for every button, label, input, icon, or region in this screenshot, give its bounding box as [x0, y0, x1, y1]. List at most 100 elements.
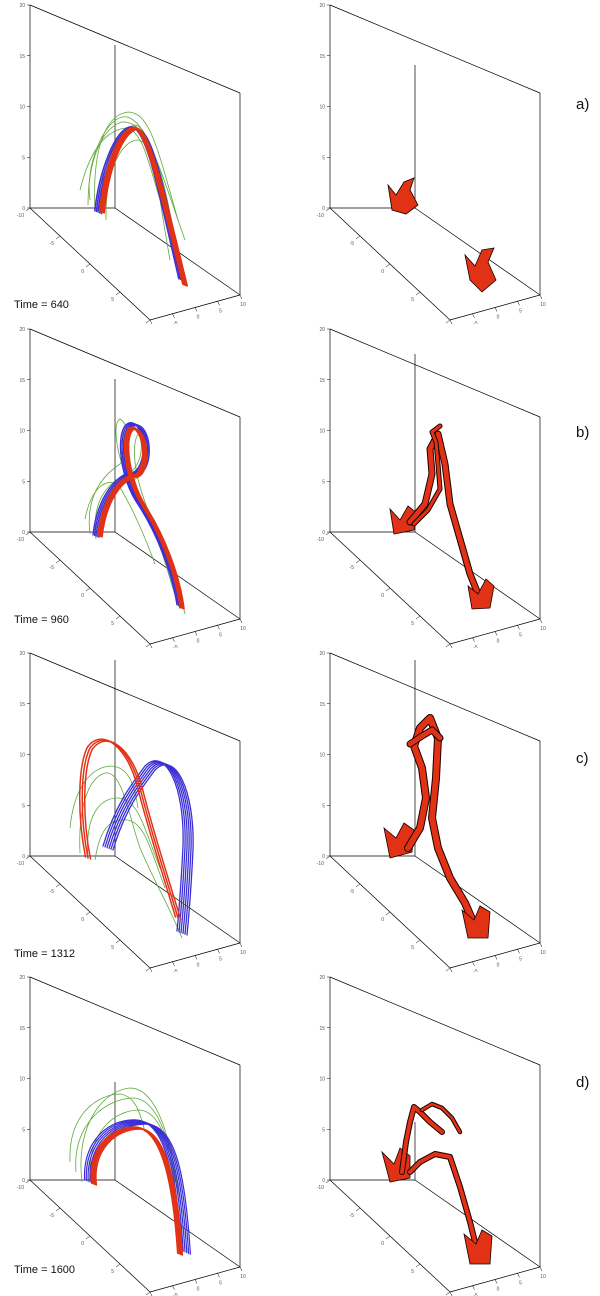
- y-tick-label: 0: [197, 315, 200, 321]
- x-tick-mark: [355, 559, 361, 564]
- x-tick-mark: [445, 967, 451, 972]
- blue-field-lines-line: [108, 762, 190, 935]
- z-tick-label: 5: [22, 479, 25, 485]
- x-tick-mark: [115, 939, 121, 944]
- footpoint-surface-right-surface: [464, 247, 497, 293]
- y-tick-label: -5: [173, 969, 178, 972]
- top-edge-line: [29, 4, 241, 94]
- y-tick-mark: [172, 637, 175, 642]
- red-field-lines: [78, 738, 182, 920]
- y-tick-mark: [239, 1266, 243, 1272]
- y-tick-mark: [239, 942, 243, 948]
- y-tick-mark: [472, 313, 475, 318]
- x-tick-label: 5: [111, 297, 114, 303]
- y-tick-mark: [194, 631, 198, 636]
- axis-box: [29, 976, 241, 1293]
- y-tick-mark: [517, 949, 520, 954]
- blue-field-lines: [102, 760, 194, 936]
- x-tick-mark: [55, 559, 61, 564]
- x-tick-label: -5: [350, 565, 355, 571]
- y-tick-mark: [494, 631, 498, 636]
- flux-rope-surface: [406, 430, 484, 603]
- top-edge-line: [29, 652, 241, 742]
- y-tick-mark: [449, 643, 453, 648]
- y-tick-label: 5: [519, 632, 522, 638]
- z-tick-label: 5: [22, 1127, 25, 1133]
- z-tick-label: 5: [22, 155, 25, 161]
- red-field-lines-line: [103, 127, 188, 287]
- z-tick-label: 5: [322, 803, 325, 809]
- x-tick-mark: [145, 319, 151, 324]
- y-tick-label: 0: [497, 1287, 500, 1293]
- y-tick-label: 0: [197, 639, 200, 645]
- y-tick-mark: [239, 294, 243, 300]
- flux-rope-lower-fill: [408, 1152, 480, 1256]
- z-tick-label: 0: [22, 206, 25, 212]
- y-tick-label: 10: [240, 1274, 246, 1280]
- z-tick-label: 20: [19, 975, 25, 981]
- y-tick-label: -5: [473, 645, 478, 648]
- x-tick-label: -5: [350, 1213, 355, 1219]
- z-tick-label: 10: [19, 1077, 25, 1083]
- y-tick-label: 0: [497, 639, 500, 645]
- y-tick-mark: [217, 949, 220, 954]
- y-tick-label: -5: [173, 645, 178, 648]
- x-tick-mark: [85, 587, 91, 592]
- x-tick-mark: [25, 1179, 31, 1184]
- x-tick-mark: [145, 643, 151, 648]
- z-tick-label: 15: [19, 54, 25, 60]
- top-edge-line: [329, 652, 541, 742]
- y-tick-label: 10: [240, 302, 246, 308]
- footpoint-surface-left: [387, 177, 419, 215]
- flux-rope-surface-fill: [407, 431, 483, 602]
- x-tick-mark: [385, 911, 391, 916]
- panel-label-d: d): [576, 1074, 590, 1091]
- z-tick-label: 15: [319, 54, 325, 60]
- y-tick-label: 10: [540, 626, 546, 632]
- y-tick-mark: [217, 1273, 220, 1278]
- floor-diagonal-line: [414, 531, 541, 620]
- flux-rope-top-fill: [407, 727, 443, 747]
- z-tick-label: 20: [19, 327, 25, 333]
- x-tick-mark: [325, 207, 331, 212]
- z-tick-label: 0: [22, 854, 25, 860]
- x-tick-label: -5: [350, 889, 355, 895]
- red-field-lines-line: [94, 1128, 184, 1256]
- z-tick-label: 15: [19, 378, 25, 384]
- y-tick-label: 10: [540, 950, 546, 956]
- green-field-line: [69, 1093, 146, 1163]
- x-tick-label: 5: [411, 297, 414, 303]
- red-field-lines: [99, 126, 188, 287]
- y-tick-label: -5: [473, 969, 478, 972]
- x-tick-label: 5: [411, 945, 414, 951]
- axis-box: [329, 4, 541, 321]
- blue-field-lines-line: [110, 763, 192, 935]
- y-tick-mark: [472, 637, 475, 642]
- top-edge-line: [329, 4, 541, 94]
- y-tick-label: 5: [219, 956, 222, 962]
- flux-rope-surface-fill: [400, 1105, 444, 1174]
- x-tick-mark: [85, 911, 91, 916]
- y-tick-label: -5: [473, 1293, 478, 1296]
- x-tick-label: 0: [381, 269, 384, 275]
- z-tick-label: 20: [19, 3, 25, 9]
- z-tick-label: 15: [19, 1026, 25, 1032]
- red-field-lines-line: [83, 740, 182, 920]
- z-tick-label: 20: [319, 651, 325, 657]
- x-tick-label: -5: [50, 241, 55, 247]
- y-tick-mark: [539, 294, 543, 300]
- footpoint-surface-right-surface: [461, 905, 491, 939]
- y-tick-mark: [149, 643, 153, 648]
- top-edge-line: [29, 328, 241, 418]
